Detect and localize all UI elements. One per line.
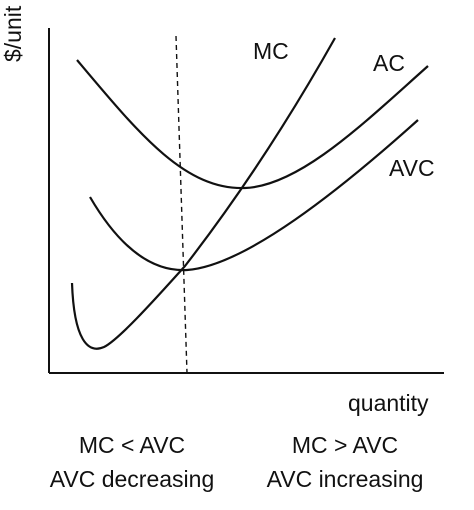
right-annotation-line1: MC > AVC [291,432,399,458]
x-axis-label: quantity [348,390,429,416]
mc-curve [70,37,336,350]
avc-curve [89,119,419,272]
right-annotation-line2: AVC increasing [266,466,424,492]
avc-label: AVC [389,155,435,181]
mc-label: MC [253,38,289,64]
ac-curve [76,59,429,190]
ac-label: AC [373,50,405,76]
left-annotation-line2: AVC decreasing [49,466,215,492]
left-annotation-line1: MC < AVC [78,432,186,458]
avc-minimum-dashed-line [175,35,188,374]
y-axis-label: $/unit [0,5,26,62]
